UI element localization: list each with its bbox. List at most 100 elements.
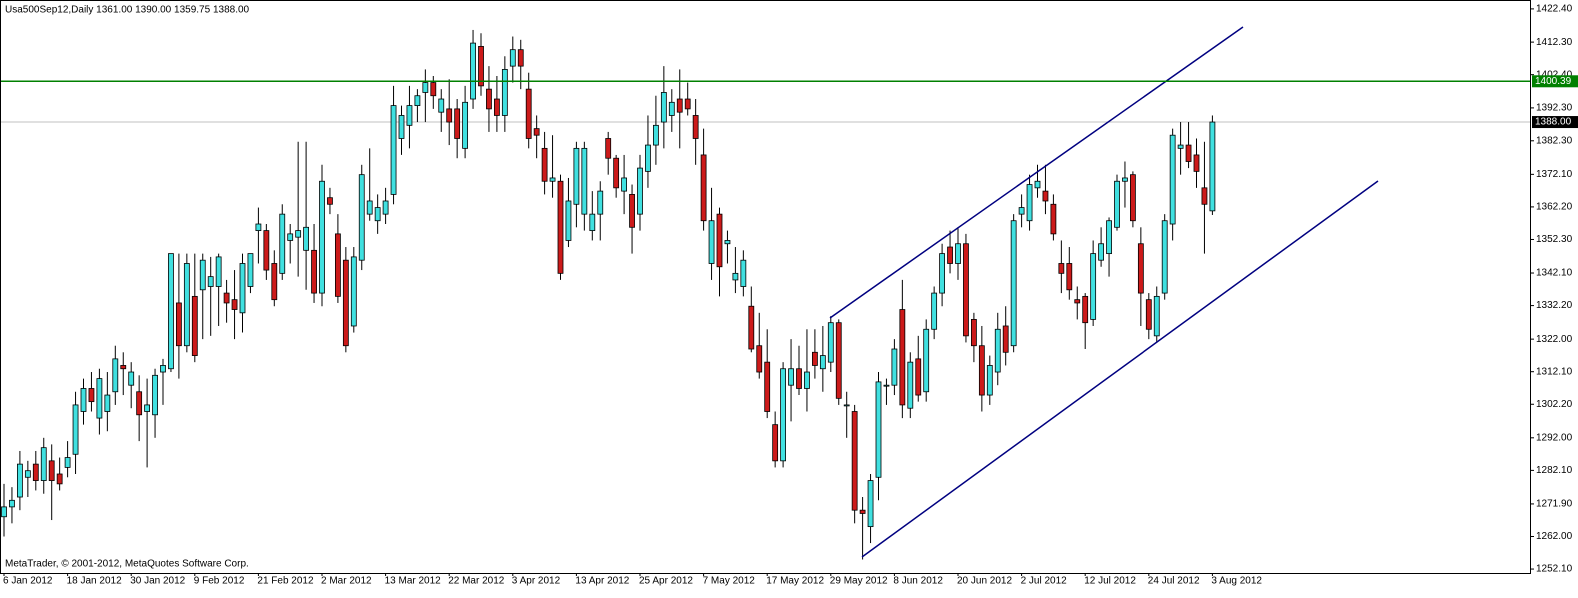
- y-tick-label: 1382.30: [1536, 135, 1573, 146]
- candle-body: [191, 295, 198, 356]
- candle-body: [223, 292, 230, 304]
- candle-body: [716, 213, 723, 268]
- candle-body: [168, 253, 174, 370]
- candle-body: [1018, 207, 1025, 215]
- candle-body: [1058, 263, 1065, 274]
- candle-body: [939, 253, 945, 294]
- channel-upper-line: [829, 26, 1244, 319]
- candle-body: [263, 230, 270, 271]
- candle-body: [827, 322, 834, 363]
- channel-lower-line: [861, 180, 1379, 558]
- y-tick-label: 1412.30: [1536, 37, 1573, 48]
- x-tick-label: 24 Jul 2012: [1148, 576, 1200, 587]
- candle-body: [668, 101, 675, 116]
- candle-body: [772, 424, 779, 462]
- y-tick-label: 1352.30: [1536, 234, 1573, 245]
- candle-body: [1002, 325, 1009, 353]
- candle-body: [1074, 299, 1081, 304]
- candle-body: [1114, 180, 1120, 228]
- x-tick-label: 21 Feb 2012: [257, 576, 314, 587]
- candle-body: [80, 388, 87, 412]
- y-tick-label: 1332.20: [1536, 300, 1573, 311]
- candle-body: [963, 243, 969, 337]
- candle-body: [1185, 144, 1192, 162]
- candle-body: [1050, 203, 1057, 235]
- candle-body: [621, 177, 627, 192]
- candle-body: [915, 358, 922, 396]
- candle-body: [390, 105, 397, 195]
- level-price-label: 1400.39: [1535, 76, 1572, 87]
- y-tick-label: 1271.90: [1536, 499, 1573, 510]
- candle-body: [859, 509, 866, 514]
- candle-body: [756, 345, 763, 373]
- x-tick-label: 3 Aug 2012: [1211, 576, 1262, 587]
- candle-body: [366, 200, 373, 215]
- candle-body: [1, 506, 7, 518]
- candle-body: [255, 223, 262, 231]
- candle-body: [692, 115, 699, 139]
- candle-body: [406, 105, 413, 126]
- candle-body: [1145, 299, 1152, 330]
- y-tick-label: 1392.30: [1536, 103, 1573, 114]
- x-tick-label: 17 May 2012: [766, 576, 824, 587]
- x-tick-label: 8 Jun 2012: [893, 576, 943, 587]
- chart-title: Usa500Sep12,Daily 1361.00 1390.00 1359.7…: [5, 5, 250, 16]
- candle-body: [334, 233, 341, 297]
- candle-body: [605, 138, 612, 159]
- candle-body: [645, 144, 651, 172]
- candle-body: [1177, 144, 1184, 149]
- candle-body: [653, 124, 659, 146]
- y-tick-label: 1302.20: [1536, 399, 1573, 410]
- x-tick-label: 2 Mar 2012: [321, 576, 372, 587]
- candle-body: [88, 388, 95, 403]
- candle-body: [1034, 180, 1041, 189]
- candle-body: [136, 391, 143, 416]
- candle-body: [676, 98, 683, 113]
- candle-body: [684, 98, 691, 110]
- candle-body: [724, 240, 731, 245]
- candle-body: [287, 233, 294, 241]
- candle-body: [1090, 253, 1097, 320]
- candle-body: [1169, 134, 1176, 225]
- candle-body: [994, 328, 1001, 373]
- candle-body: [271, 263, 278, 301]
- candle-body: [748, 305, 755, 350]
- y-tick-label: 1422.40: [1536, 4, 1573, 15]
- candle-body: [279, 213, 286, 274]
- candle-body: [72, 404, 79, 455]
- candle-body: [454, 108, 461, 139]
- x-tick-label: 13 Apr 2012: [575, 576, 629, 587]
- candle-body: [1130, 174, 1136, 222]
- candle-body: [1201, 187, 1208, 205]
- candle-body: [247, 253, 254, 287]
- x-tick-label: 12 Jul 2012: [1084, 576, 1136, 587]
- x-tick-label: 9 Feb 2012: [194, 576, 245, 587]
- candle-body: [430, 82, 437, 97]
- candle-body: [374, 207, 381, 222]
- candle-body: [700, 154, 707, 222]
- candle-body: [907, 361, 914, 409]
- x-tick-label: 22 Mar 2012: [448, 576, 505, 587]
- candle-body: [16, 463, 23, 498]
- candle-body: [788, 368, 794, 386]
- x-tick-label: 18 Jan 2012: [67, 576, 122, 587]
- candle-body: [796, 368, 802, 389]
- candle-body: [835, 322, 842, 399]
- candle-body: [120, 365, 127, 370]
- candle-body: [1026, 184, 1033, 222]
- candle-body: [740, 259, 747, 287]
- candle-body: [231, 299, 238, 310]
- candle-body: [382, 200, 389, 215]
- candle-body: [867, 480, 874, 528]
- candle-body: [175, 302, 182, 347]
- candle-body: [501, 69, 508, 116]
- candle-body: [931, 292, 938, 330]
- candle-body: [780, 368, 786, 462]
- candle-body: [462, 101, 469, 149]
- candle-body: [955, 243, 961, 264]
- plot-frame: [0, 0, 1531, 574]
- candle-body: [971, 318, 977, 347]
- candle-body: [851, 411, 858, 511]
- candle-body: [1010, 220, 1017, 347]
- candle-body: [160, 365, 166, 373]
